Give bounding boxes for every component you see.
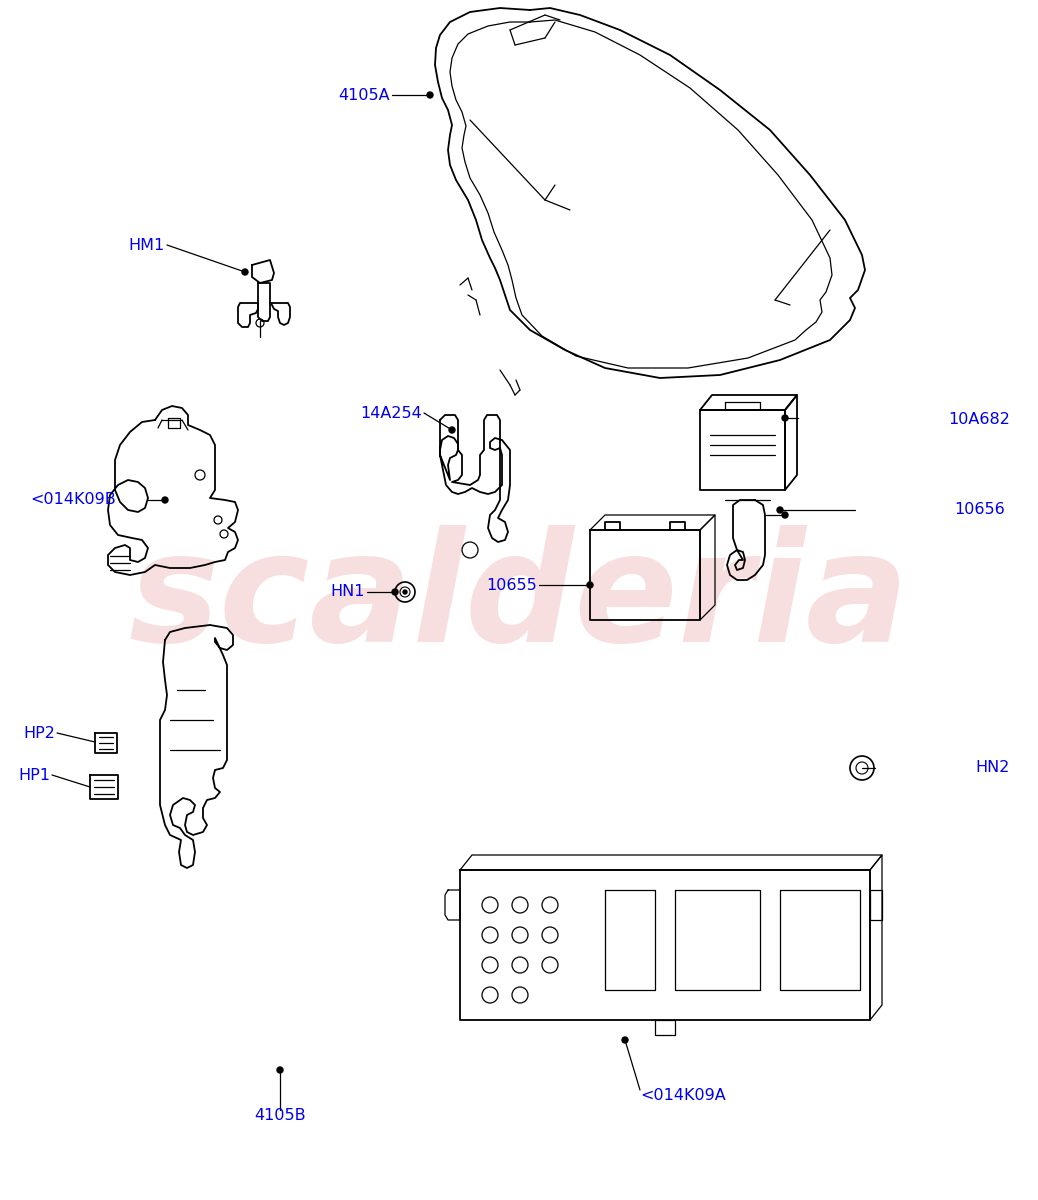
Text: 14A254: 14A254 [360, 406, 422, 420]
Text: <014K09A: <014K09A [640, 1087, 726, 1103]
Text: scalderia: scalderia [129, 526, 909, 674]
Circle shape [242, 269, 248, 275]
Circle shape [427, 92, 433, 98]
Circle shape [777, 506, 783, 514]
Text: HN2: HN2 [976, 761, 1010, 775]
Text: HM1: HM1 [129, 238, 165, 252]
Circle shape [277, 1067, 283, 1073]
Circle shape [449, 427, 455, 433]
Circle shape [588, 582, 593, 588]
Text: HP1: HP1 [18, 768, 50, 782]
Text: <014K09B: <014K09B [30, 492, 116, 508]
Text: 10656: 10656 [954, 503, 1005, 517]
Circle shape [162, 497, 168, 503]
Text: 10655: 10655 [486, 577, 537, 593]
Text: 4105A: 4105A [338, 88, 390, 102]
Text: 4105B: 4105B [254, 1108, 306, 1122]
Text: HP2: HP2 [23, 726, 55, 740]
Circle shape [782, 512, 788, 518]
Text: HN1: HN1 [330, 584, 365, 600]
Circle shape [622, 1037, 628, 1043]
Circle shape [392, 589, 398, 595]
Circle shape [403, 590, 407, 594]
Text: 10A682: 10A682 [948, 413, 1010, 427]
Circle shape [782, 415, 788, 421]
